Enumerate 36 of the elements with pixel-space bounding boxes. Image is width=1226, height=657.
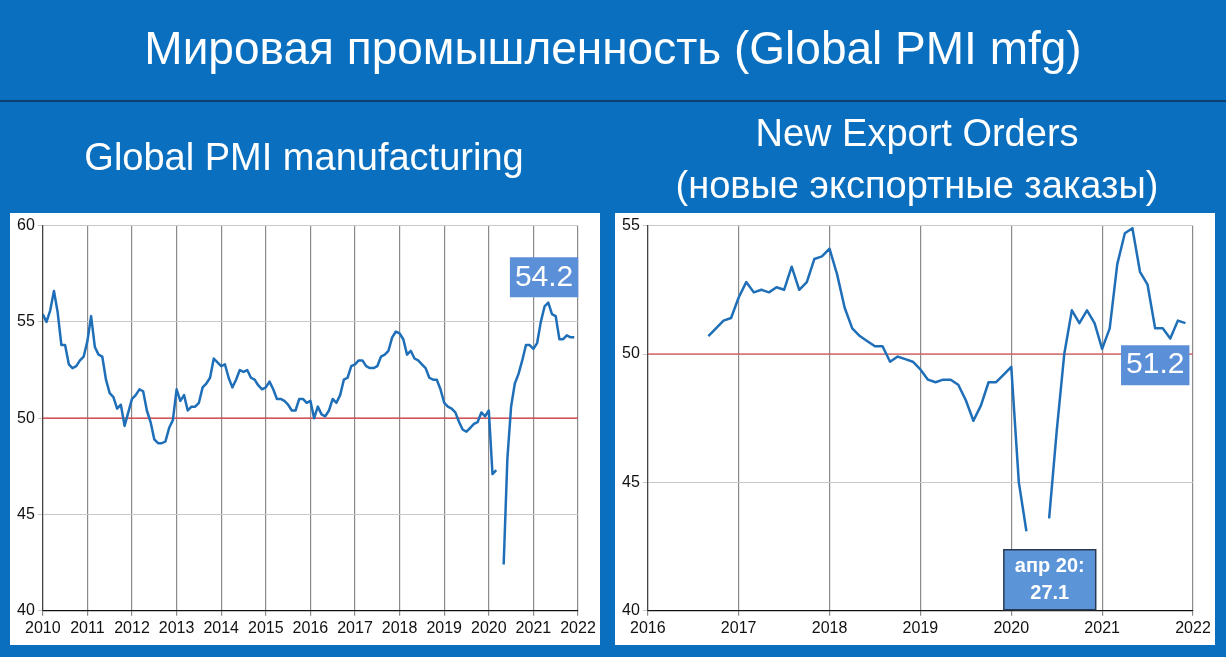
y-tick-label: 45 <box>622 472 640 490</box>
x-tick-label: 2017 <box>720 618 757 636</box>
x-tick-label: 2015 <box>248 618 284 636</box>
x-tick-label: 2011 <box>70 618 105 636</box>
chart-title: Мировая промышленность (Global PMI mfg) <box>143 22 1083 75</box>
data-label: 51.2 <box>1126 346 1185 380</box>
x-tick-label: 2017 <box>337 618 373 636</box>
annotation: апр 20: 27.1 <box>1014 553 1085 603</box>
chart-subtitle: (новые экспортные заказы) <box>674 164 1160 208</box>
y-tick-label: 50 <box>622 344 640 362</box>
x-tick-label: 2019 <box>902 618 939 636</box>
x-tick-label: 2020 <box>993 618 1030 636</box>
y-tick-label: 40 <box>622 601 640 619</box>
x-tick-label: 2012 <box>114 618 150 636</box>
y-tick-label: 55 <box>622 216 640 234</box>
x-tick-label: 2021 <box>515 618 552 636</box>
x-tick-label: 2022 <box>1175 618 1211 636</box>
x-tick-label: 2019 <box>426 618 463 636</box>
y-tick-label: 55 <box>17 312 35 330</box>
x-tick-label: 2018 <box>381 618 418 636</box>
y-tick-label: 50 <box>17 408 35 426</box>
y-tick-label: 60 <box>17 216 35 234</box>
x-tick-label: 2013 <box>158 618 195 636</box>
chart-title: New Export Orders <box>754 112 1080 156</box>
x-tick-label: 2014 <box>203 618 240 636</box>
chart-subtitle: Global PMI manufacturing <box>83 136 525 180</box>
x-tick-label: 2020 <box>471 618 507 636</box>
x-tick-label: 2022 <box>560 618 596 636</box>
x-tick-label: 2016 <box>292 618 329 636</box>
x-tick-label: 2018 <box>811 618 848 636</box>
x-tick-label: 2021 <box>1084 618 1121 636</box>
y-tick-label: 45 <box>17 504 35 522</box>
x-tick-label: 2010 <box>25 618 61 636</box>
x-tick-label: 2016 <box>630 618 666 636</box>
y-tick-label: 40 <box>17 601 35 619</box>
data-label: 54.2 <box>514 258 574 292</box>
